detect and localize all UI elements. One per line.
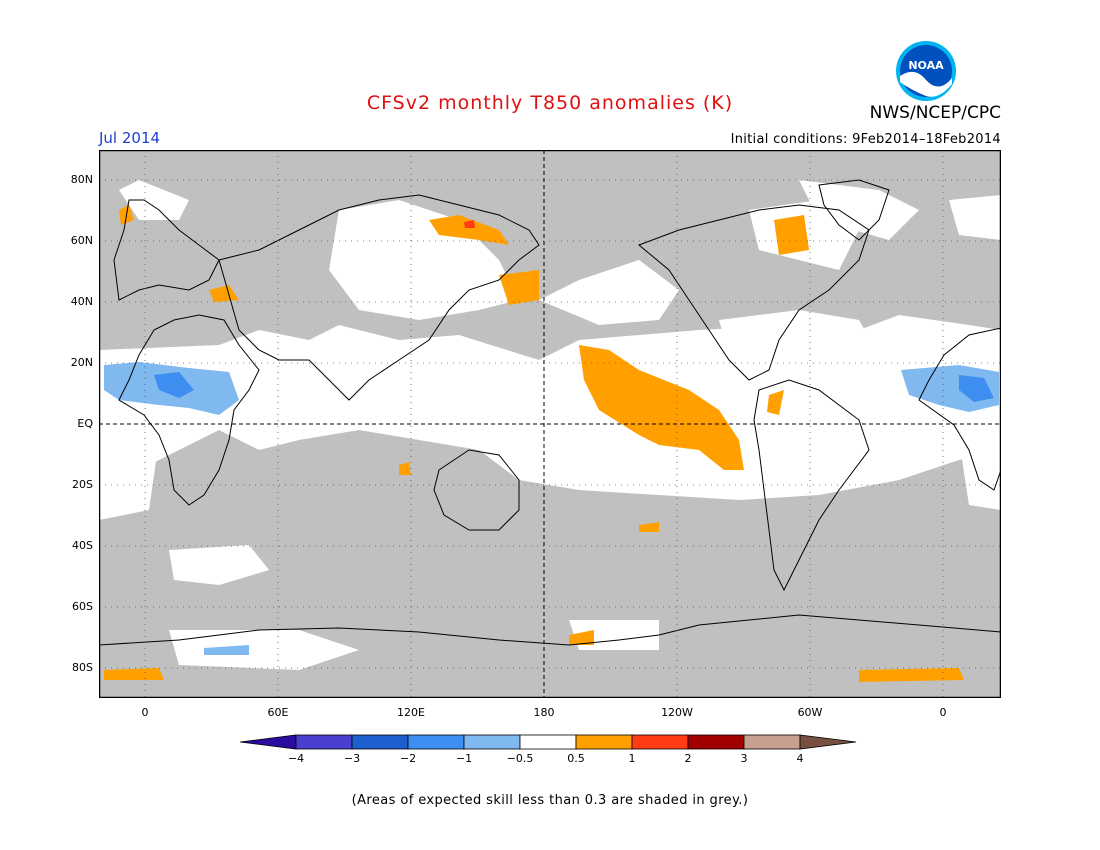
lat-label-60s: 60S	[72, 600, 93, 613]
lat-label-80n: 80N	[70, 173, 93, 186]
legend-swatch	[687, 734, 745, 750]
legend-tick-label: −1	[455, 752, 473, 765]
lat-label-20s: 20S	[72, 478, 93, 491]
lon-label-180: 180	[533, 706, 555, 719]
lat-lon-grid	[99, 150, 1001, 698]
legend-swatch	[463, 734, 521, 750]
map-title: CFSv2 monthly T850 anomalies (K)	[366, 92, 734, 114]
legend-swatch	[631, 734, 689, 750]
legend-swatch	[407, 734, 465, 750]
lon-label-120w: 120W	[661, 706, 693, 719]
lon-label-60w: 60W	[797, 706, 823, 719]
positive-anomaly-orange	[104, 205, 964, 682]
equator-dateline	[99, 150, 1001, 698]
legend-swatch-below-min	[240, 734, 297, 750]
legend-tick-label: 0.5	[567, 752, 585, 765]
legend-tick-label: 3	[740, 752, 748, 765]
legend-tick-label: −4	[287, 752, 305, 765]
legend-swatch	[575, 734, 633, 750]
lon-label-0: 0	[141, 706, 149, 719]
legend-tick-label: 1	[628, 752, 636, 765]
lat-label-60n: 60N	[70, 234, 93, 247]
legend-swatch	[519, 734, 577, 750]
lat-label-20n: 20N	[70, 356, 93, 369]
map-frame	[99, 150, 1001, 698]
legend-tick-label: 2	[684, 752, 692, 765]
legend-tick-label: 4	[796, 752, 804, 765]
initial-conditions: Initial conditions: 9Feb2014–18Feb2014	[730, 132, 1001, 147]
legend-swatch	[295, 734, 353, 750]
legend-tick-label: −0.5	[506, 752, 534, 765]
legend-swatch	[743, 734, 801, 750]
footnote: (Areas of expected skill less than 0.3 a…	[351, 793, 749, 808]
lat-label-40n: 40N	[70, 295, 93, 308]
negative-anomaly-medium	[154, 372, 994, 402]
lat-label-eq: EQ	[77, 417, 93, 430]
color-legend	[240, 734, 857, 750]
legend-swatch-above-max	[799, 734, 857, 750]
legend-swatch	[351, 734, 409, 750]
legend-swatches	[240, 734, 857, 750]
lon-label-0-right: 0	[939, 706, 947, 719]
noaa-logo-icon: NOAA	[896, 41, 956, 101]
agency-label: NWS/NCEP/CPC	[869, 103, 1001, 123]
legend-tick-label: −3	[343, 752, 361, 765]
anomaly-map	[99, 150, 1001, 698]
positive-anomaly-red	[464, 220, 475, 228]
lon-label-60e: 60E	[267, 706, 289, 719]
lat-label-80s: 80S	[72, 661, 93, 674]
forecast-month: Jul 2014	[99, 129, 161, 147]
lat-label-40s: 40S	[72, 539, 93, 552]
lon-label-120e: 120E	[397, 706, 425, 719]
legend-tick-label: −2	[399, 752, 417, 765]
noaa-logo-text: NOAA	[908, 59, 944, 72]
